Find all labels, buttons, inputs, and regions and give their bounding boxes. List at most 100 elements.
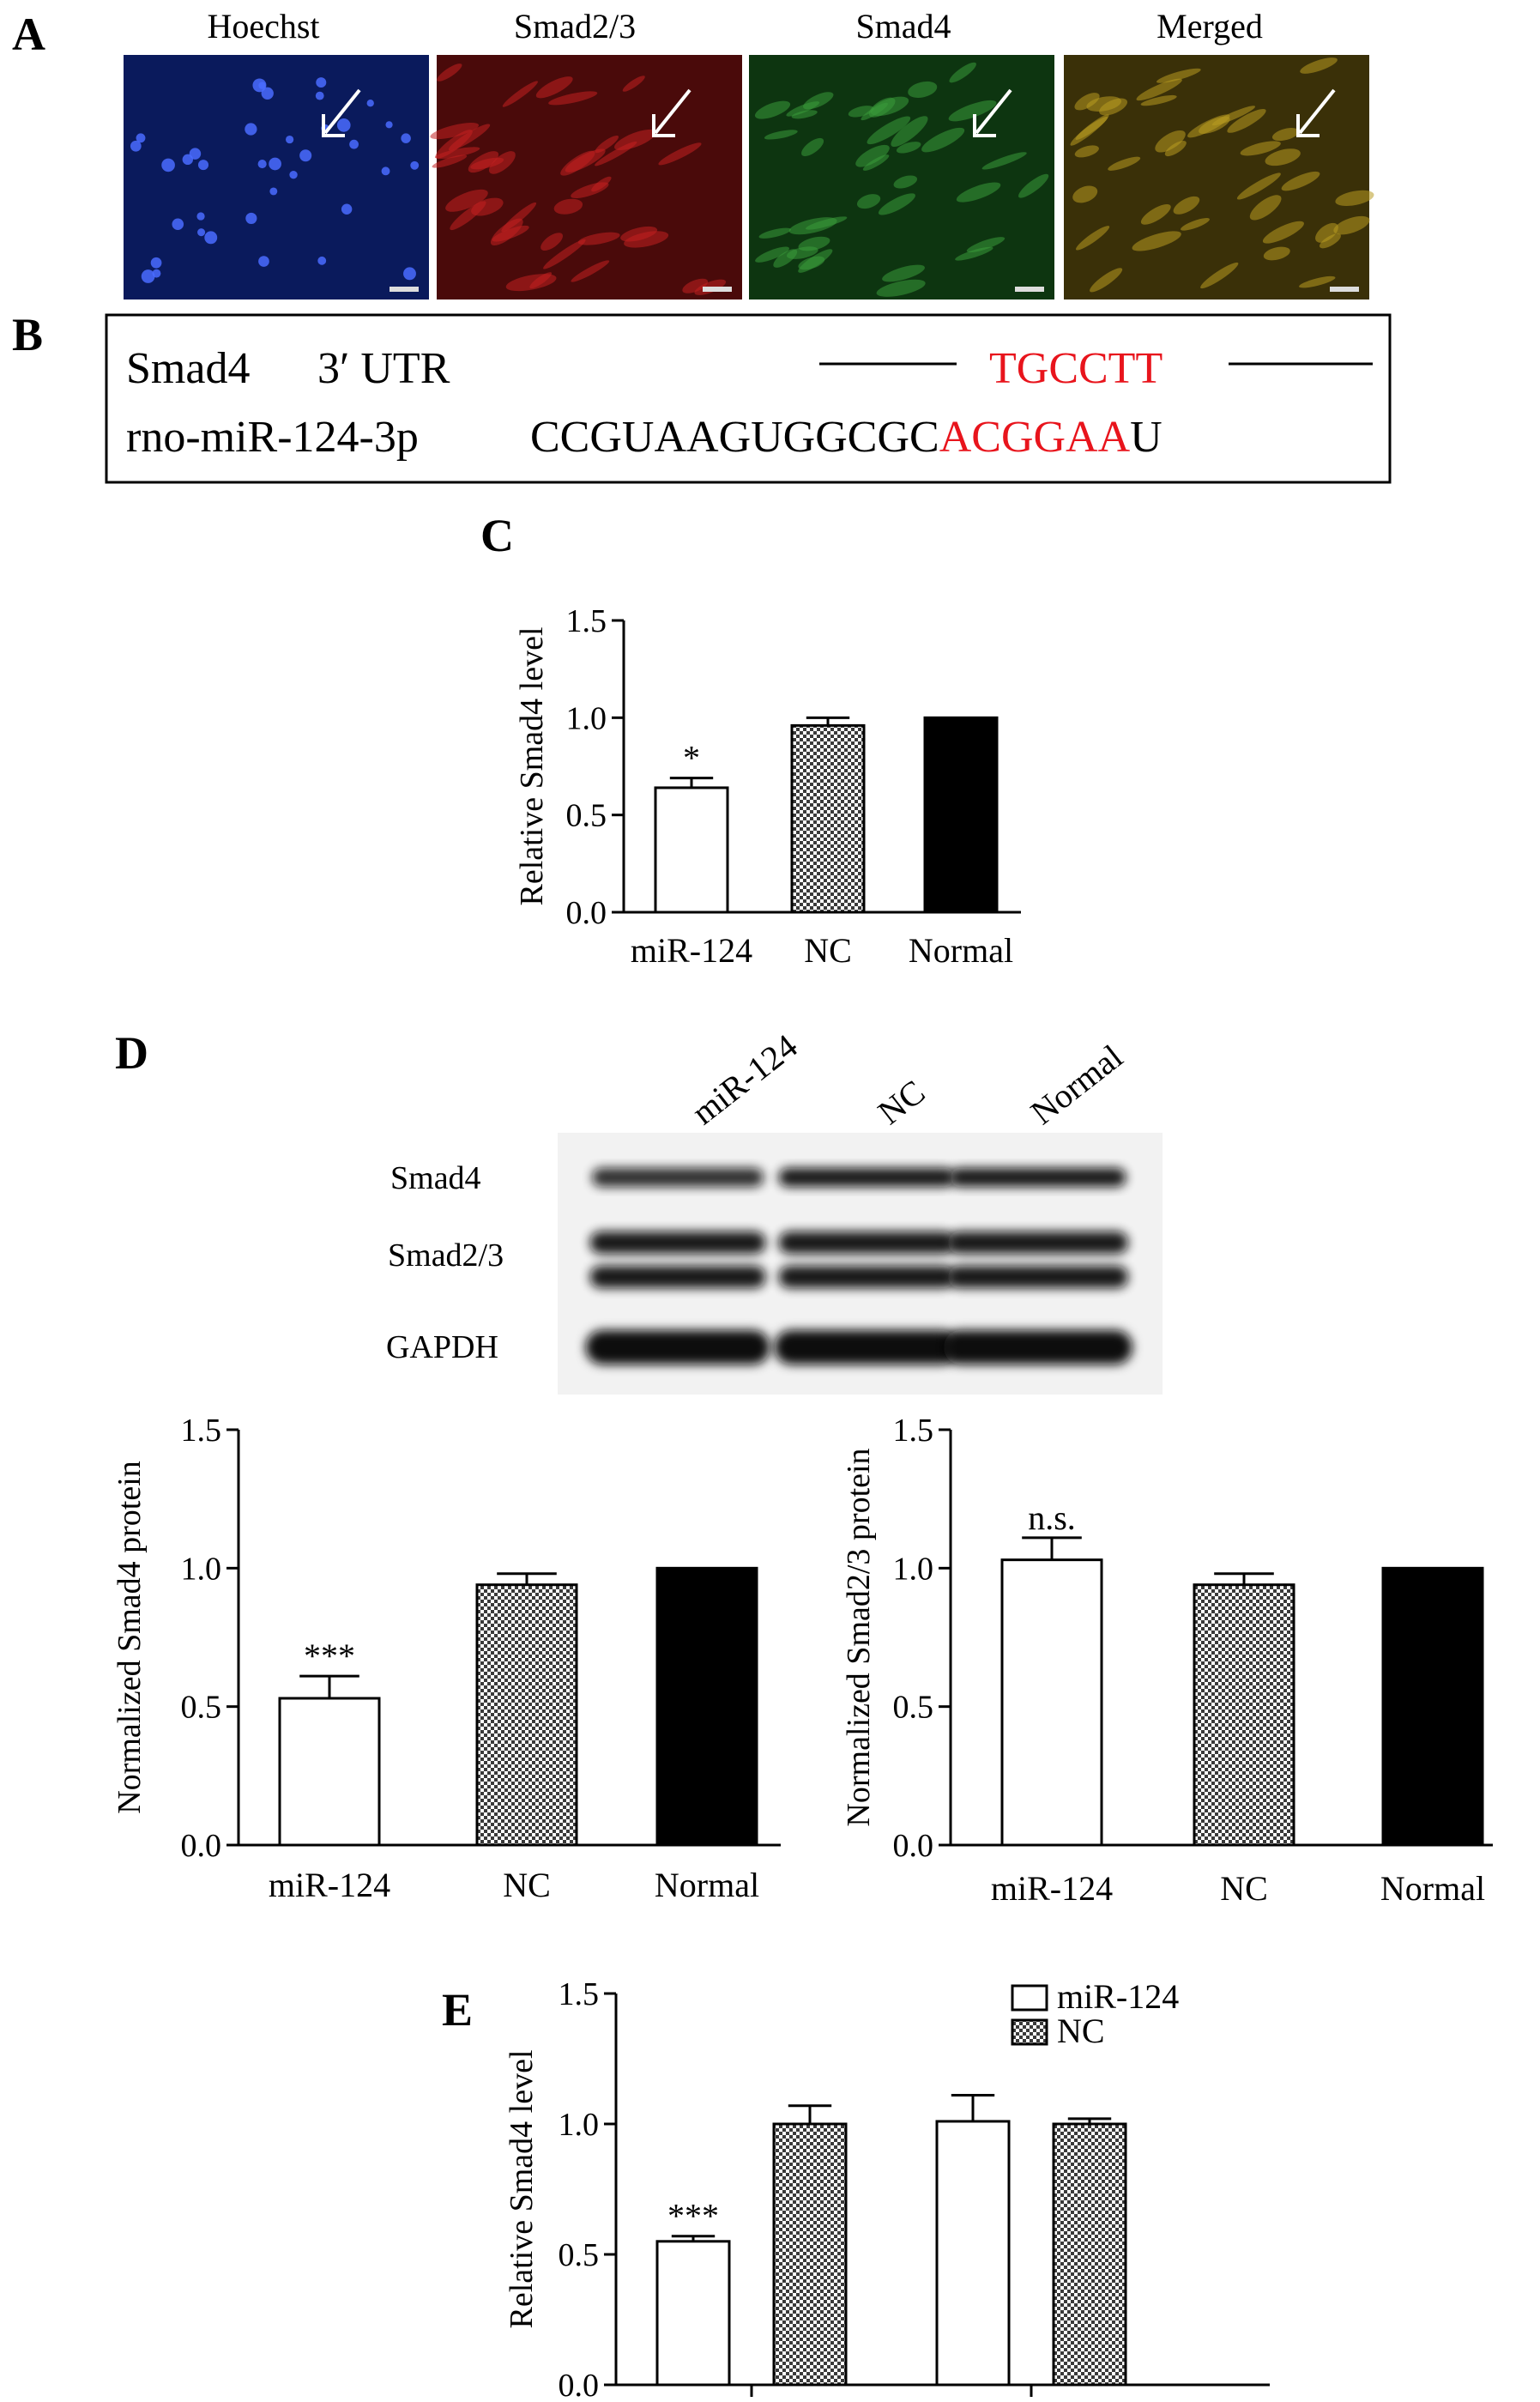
micrograph-cell [1140,94,1177,106]
micrograph-cell [1181,218,1210,231]
micrograph-nucleus [317,256,327,265]
legend-label: NC [1057,2012,1105,2050]
micrograph-cell [966,237,1006,253]
micrograph-nucleus [141,269,155,283]
micrograph-cell [862,154,890,171]
micrograph-cell [577,232,620,245]
bar [923,716,999,914]
micrograph-cell [1271,128,1300,142]
micrograph-nucleus [152,269,161,278]
micrograph-cell [502,81,538,107]
y-tick-label: 1.0 [559,2107,600,2143]
arrow-icon [654,88,691,135]
y-axis-label: Relative Smad4 level [514,626,550,905]
micrograph-nucleus [385,121,393,129]
micrograph-cell [1155,130,1186,153]
micrograph-cell [1136,78,1182,101]
scale-bar [1330,287,1359,292]
micrograph-cell [435,130,473,159]
micrograph-cell [981,152,1027,170]
micrograph-cell [1173,196,1200,215]
micrograph-cell [501,202,537,233]
y-tick-label: 0.0 [559,2368,600,2402]
category-label: Normal [1380,1869,1485,1908]
micrograph-cell [1335,190,1374,206]
micrograph-nucleus [172,218,184,231]
y-axis-label: Relative Smad4 level [504,2049,540,2328]
arrow-head-icon [652,114,675,137]
micrograph-cell [548,91,598,106]
micrograph-nucleus [204,231,218,245]
micrograph-cell [949,62,976,83]
western-blot: miR-124 NC Normal Smad4 Smad2/3 GAPDH [386,1026,1163,1395]
arrow-icon [975,88,1012,135]
panel-letter-c: C [480,510,514,561]
micrograph-cell [1211,106,1256,126]
micrograph-cell [560,150,595,176]
micrograph-cell [856,194,881,209]
micrograph-cell [955,246,993,261]
significance-label: n.s. [1028,1498,1076,1537]
blot-band [944,1330,1132,1364]
micrograph-cell [791,110,818,119]
panel-letter-d: D [115,1027,148,1079]
micrograph-cell [1281,171,1320,191]
micrograph-cell [848,106,874,118]
legend-swatch [1011,2018,1048,2046]
blot-band [589,1231,766,1254]
legend-label: miR-124 [1057,1977,1179,2016]
micrograph-nucleus [336,118,351,132]
micrograph-cell [595,135,619,154]
blot-band [778,1266,955,1288]
micrograph-cell [1074,145,1099,158]
blot-band [948,1266,1128,1288]
chart-c: 0.0 0.5 1.0 1.5 Relative Smad4 level * miR-124… [514,603,1021,970]
micrograph-cell [622,76,645,92]
blot-band [950,1168,1126,1187]
seq-utr-label: 3′ UTR [317,344,450,393]
scale-bar [1015,287,1044,292]
micrograph-cell [764,130,798,140]
micrograph-nucleus [403,267,416,281]
seq-mirna-name: rno-miR-124-3p [126,413,419,462]
micrograph-cell [1018,173,1049,198]
micrograph-cell [543,239,586,269]
micrograph-cell [882,264,925,282]
blot-row-gapdh: GAPDH [386,1329,498,1365]
micrograph-nucleus [150,257,162,269]
micrograph-nucleus [161,158,175,172]
micrograph-cell [658,142,702,166]
y-tick-label: 0.5 [181,1690,222,1726]
micrograph-cell [893,175,918,189]
mic-label-smad4: Smad4 [855,7,951,45]
micrograph-cell [754,100,791,119]
arrow-head-icon [322,114,345,137]
micrograph-nucleus [257,160,267,169]
arrow-head-icon [973,114,996,137]
blot-band [948,1231,1128,1254]
blot-lane-nc: NC [871,1072,933,1132]
micrograph-cell [896,142,921,154]
y-tick-label: 1.0 [181,1551,222,1587]
bar [1193,1583,1295,1847]
micrograph-nucleus [401,133,411,143]
chart-d1: 0.0 0.5 1.0 1.5 Normalized Smad4 protein *** m… [112,1413,781,1904]
micrograph-cell [1300,57,1338,74]
micrograph-nucleus [410,160,420,170]
scale-bar [390,287,419,292]
significance-label: * [683,739,700,777]
bar [1381,1566,1484,1847]
micrograph-cell [1099,98,1128,116]
significance-label: *** [667,2197,719,2236]
micrograph-nucleus [130,140,142,152]
blot-lane-normal: Normal [1024,1037,1130,1132]
micrograph-cell [682,278,709,293]
micrograph-cell [1265,148,1301,166]
y-tick-label: 0.0 [181,1828,222,1864]
micrograph-cell [471,197,504,216]
category-label: Normal [909,931,1013,970]
micrograph-cell [1164,141,1187,157]
micrograph-cell [803,92,834,110]
micrograph-cell [1074,93,1100,111]
micrograph-nucleus [196,212,205,221]
